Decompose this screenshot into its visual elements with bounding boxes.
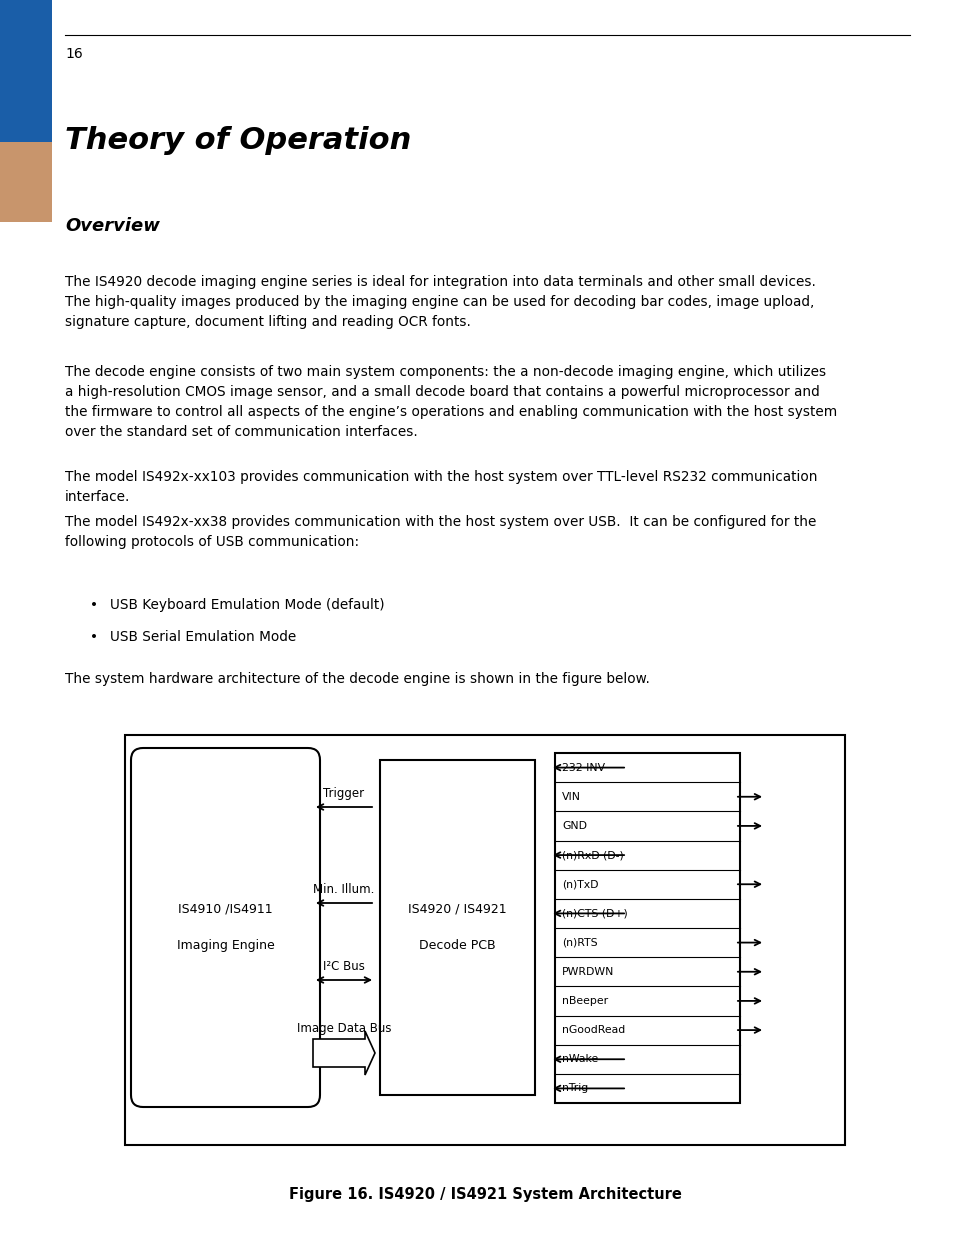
Text: VIN: VIN — [561, 792, 580, 802]
Text: (n)RTS: (n)RTS — [561, 937, 597, 947]
Text: Figure 16. IS4920 / IS4921 System Architecture: Figure 16. IS4920 / IS4921 System Archit… — [288, 1187, 680, 1202]
Text: Min. Illum.: Min. Illum. — [313, 883, 375, 897]
Text: IS4920 / IS4921: IS4920 / IS4921 — [408, 903, 506, 915]
Text: •: • — [90, 630, 98, 643]
Text: The decode engine consists of two main system components: the a non-decode imagi: The decode engine consists of two main s… — [65, 366, 837, 440]
Bar — [125, 735, 844, 1145]
Text: (n)TxD: (n)TxD — [561, 879, 598, 889]
Text: Image Data Bus: Image Data Bus — [296, 1023, 391, 1035]
Bar — [0, 142, 52, 222]
Bar — [0, 0, 52, 142]
Text: The model IS492x-xx38 provides communication with the host system over USB.  It : The model IS492x-xx38 provides communica… — [65, 515, 816, 550]
Text: Trigger: Trigger — [323, 787, 364, 800]
Bar — [379, 760, 535, 1095]
Polygon shape — [313, 1031, 375, 1074]
Text: nBeeper: nBeeper — [561, 995, 607, 1007]
FancyBboxPatch shape — [131, 748, 319, 1107]
Text: The IS4920 decode imaging engine series is ideal for integration into data termi: The IS4920 decode imaging engine series … — [65, 275, 815, 329]
Text: USB Serial Emulation Mode: USB Serial Emulation Mode — [110, 630, 296, 643]
Text: Imaging Engine: Imaging Engine — [176, 940, 274, 952]
Text: Decode PCB: Decode PCB — [418, 940, 496, 952]
Text: Theory of Operation: Theory of Operation — [65, 126, 411, 156]
Text: 16: 16 — [65, 47, 83, 61]
Text: IS4910 /IS4911: IS4910 /IS4911 — [178, 903, 273, 915]
Text: (n)RxD (D-): (n)RxD (D-) — [561, 850, 623, 860]
Text: PWRDWN: PWRDWN — [561, 967, 614, 977]
Text: 232 INV: 232 INV — [561, 762, 604, 773]
Text: •: • — [90, 598, 98, 613]
Text: nGoodRead: nGoodRead — [561, 1025, 624, 1035]
Text: nTrig: nTrig — [561, 1083, 588, 1093]
Text: nWake: nWake — [561, 1055, 598, 1065]
Text: The model IS492x-xx103 provides communication with the host system over TTL-leve: The model IS492x-xx103 provides communic… — [65, 471, 817, 504]
Text: Overview: Overview — [65, 217, 160, 235]
Text: USB Keyboard Emulation Mode (default): USB Keyboard Emulation Mode (default) — [110, 598, 384, 613]
Text: I²C Bus: I²C Bus — [323, 960, 365, 973]
Text: (n)CTS (D+): (n)CTS (D+) — [561, 909, 627, 919]
Text: GND: GND — [561, 821, 586, 831]
Text: The system hardware architecture of the decode engine is shown in the figure bel: The system hardware architecture of the … — [65, 672, 649, 685]
Bar — [555, 753, 740, 1103]
